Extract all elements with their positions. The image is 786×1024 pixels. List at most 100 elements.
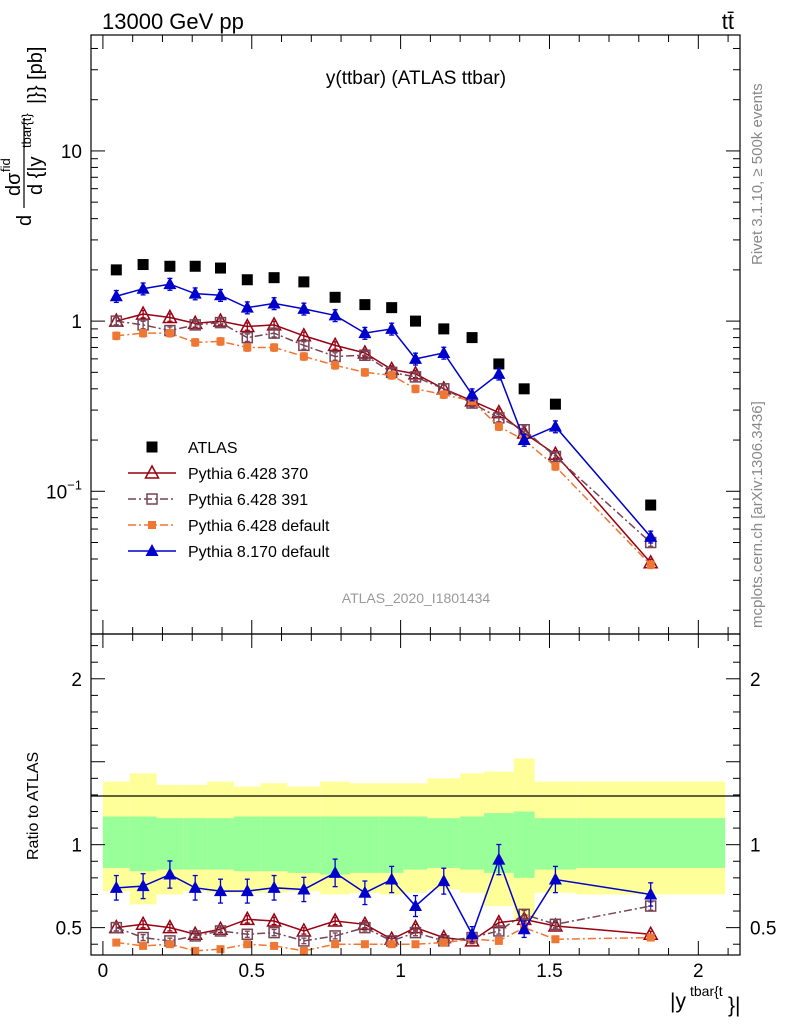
data-point: [493, 358, 505, 370]
data-point: [359, 349, 371, 362]
data-point: [359, 299, 371, 311]
data-point: [410, 315, 421, 327]
data-point: [517, 433, 531, 446]
data-point: [112, 331, 121, 340]
data-point: [549, 398, 561, 410]
uncertainty-band-inner: [379, 816, 404, 873]
data-point: [646, 560, 655, 569]
data-point: [216, 337, 225, 346]
uncertainty-band-inner: [460, 816, 484, 870]
data-point: [331, 361, 340, 370]
data-point: [267, 296, 281, 309]
data-point: [191, 946, 200, 955]
y-tick-label: 1: [71, 836, 82, 857]
series-line: [116, 283, 652, 538]
data-point: [492, 852, 506, 865]
data-point: [214, 884, 228, 897]
data-point: [164, 260, 176, 272]
data-point: [385, 872, 399, 885]
data-point: [241, 928, 254, 941]
series-line: [116, 332, 652, 566]
data-point: [136, 879, 150, 892]
data-point: [165, 329, 174, 338]
data-point: [162, 308, 178, 324]
y-tick-label: 2: [71, 670, 82, 691]
series-line: [116, 926, 651, 952]
data-point: [548, 872, 562, 885]
main-ylabel: d dσ fid d {|y tbar{t} |}} [pb]: [0, 47, 47, 226]
data-point: [465, 927, 479, 940]
data-point: [268, 327, 280, 339]
y-tick-label: 10−1: [46, 477, 82, 503]
data-point: [299, 352, 308, 361]
legend-item: ATLAS: [146, 440, 238, 457]
uncertainty-band-inner: [233, 816, 261, 872]
uncertainty-band-inner: [129, 816, 157, 872]
data-point: [551, 935, 560, 944]
data-point: [517, 922, 531, 935]
data-point: [239, 317, 256, 333]
series-line: [116, 857, 651, 937]
y-tick-label: 10: [61, 142, 82, 163]
data-point: [297, 882, 311, 895]
data-point: [359, 921, 371, 934]
svg-text:tbar{t}: tbar{t}: [19, 113, 34, 148]
data-point: [267, 880, 281, 893]
x-axis-label: |y tbar{t }|: [670, 983, 740, 1017]
rivet-label: Rivet 3.1.10, ≥ 500k events: [749, 83, 766, 265]
y-tick-label-right: 1: [750, 836, 761, 857]
data-point: [411, 384, 420, 393]
data-point: [239, 910, 256, 926]
uncertainty-band-inner: [403, 816, 428, 870]
data-point: [109, 880, 123, 893]
data-point: [110, 921, 123, 934]
uncertainty-band-inner: [207, 818, 234, 870]
data-point: [189, 319, 201, 331]
legend-marker: [146, 493, 158, 505]
data-point: [387, 940, 396, 949]
data-point: [215, 262, 227, 274]
data-point: [548, 419, 562, 432]
uncertainty-band-inner: [260, 816, 288, 872]
legend-marker: [148, 521, 156, 529]
data-point: [551, 462, 560, 471]
legend-marker: [145, 544, 159, 556]
mcplots-label: mcplots.cern.ch [arXiv:1306.3436]: [749, 401, 766, 628]
data-point: [547, 917, 564, 932]
legend: ATLAS Pythia 6.428 370 Pythia 6.428 391 Pyt…: [128, 440, 330, 561]
data-point: [298, 935, 310, 947]
data-point: [216, 945, 225, 954]
data-point: [409, 371, 422, 383]
data-point: [214, 925, 227, 937]
data-point: [112, 938, 121, 947]
data-point: [645, 499, 657, 511]
data-point: [409, 351, 422, 364]
legend-label: Pythia 6.428 default: [188, 518, 330, 535]
data-point: [438, 323, 450, 335]
data-point: [268, 926, 280, 939]
data-point: [411, 940, 420, 949]
data-point: [109, 289, 123, 302]
series-line: [116, 320, 652, 544]
data-point: [387, 371, 396, 380]
data-point: [385, 321, 399, 334]
data-point: [549, 450, 562, 463]
series-line: [116, 313, 652, 564]
y-tick-label-right: 2: [750, 670, 761, 691]
data-point: [492, 366, 506, 379]
main-plot-panel: 10−1 1 10 y(ttbar) (ATLAS ttbar) ATLAS_202…: [0, 34, 741, 635]
legend-item: Pythia 6.428 default: [128, 518, 330, 535]
data-point: [214, 288, 228, 301]
data-point: [137, 259, 149, 271]
data-point: [437, 874, 451, 887]
data-point: [644, 887, 658, 900]
data-point: [298, 276, 310, 288]
data-point: [646, 933, 655, 942]
svg-text:|}} [pb]: |}} [pb]: [25, 47, 47, 104]
x-tick-label: 2: [693, 961, 704, 982]
uncertainty-band-inner: [534, 818, 577, 870]
x-tick-label: 1.5: [536, 961, 562, 982]
data-point: [466, 332, 478, 344]
data-point: [241, 331, 254, 344]
